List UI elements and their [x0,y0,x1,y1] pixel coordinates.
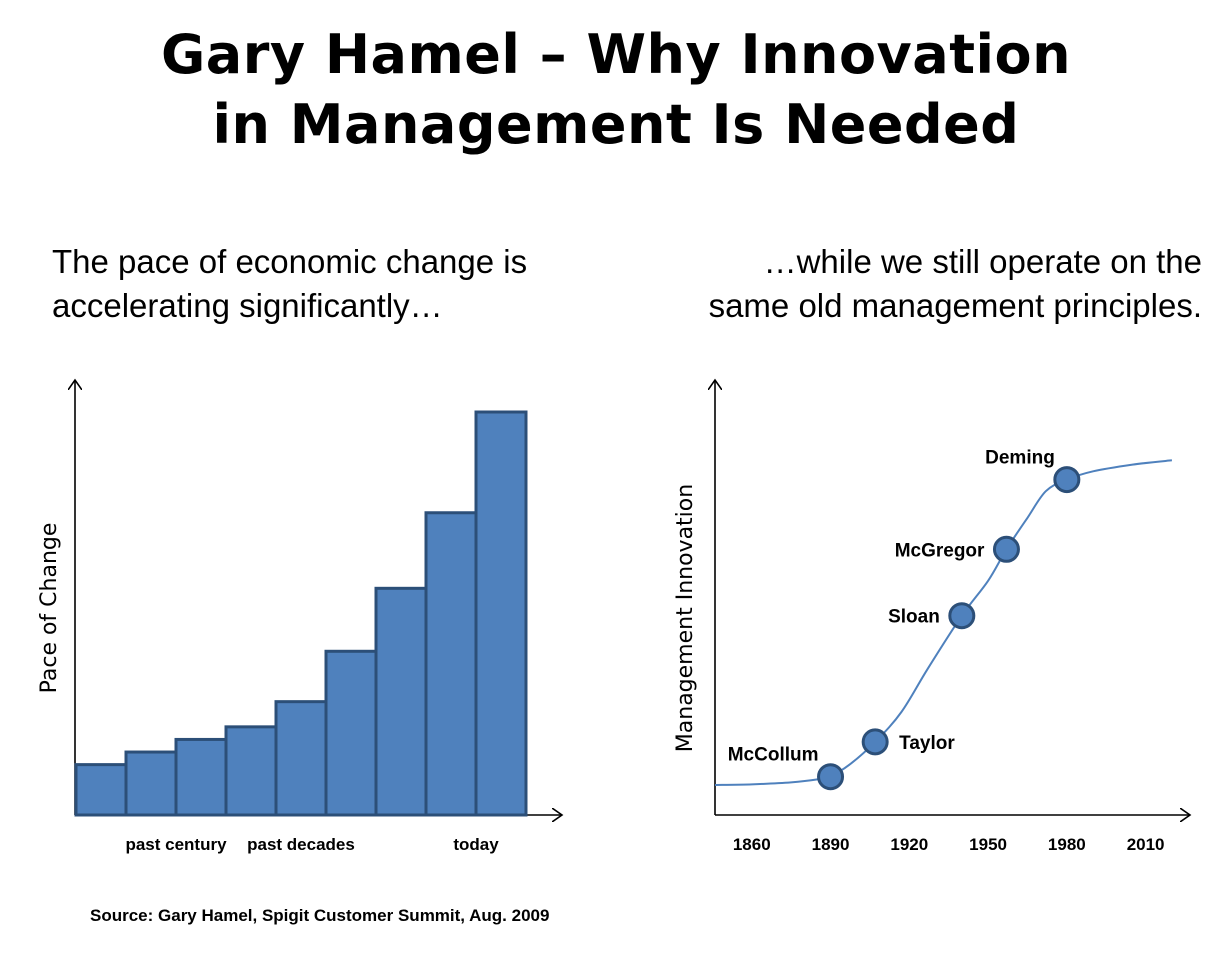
milestone-marker [817,763,845,791]
milestone-label: McCollum [728,745,819,766]
bar [474,410,528,817]
management-innovation-line-chart: 1860 1890 1920 1950 1980 2010 Management Innov… [673,380,1190,854]
right-caption-line-2: same old management principles. [708,287,1202,324]
milestone-label: Taylor [899,733,955,754]
line-chart-y-axis-title: Management Innovation [673,484,698,752]
bar [124,750,178,817]
bar-chart-x-tick-label: past decades [247,835,355,854]
line-chart-x-tick-label: 2010 [1127,835,1165,854]
line-chart-x-tick-label: 1860 [733,835,771,854]
bar-chart-x-tick-label: today [453,835,499,854]
line-chart-x-tick-label: 1950 [969,835,1007,854]
milestone-label: Deming [985,448,1055,469]
source-note: Source: Gary Hamel, Spigit Customer Summ… [90,906,550,925]
milestone-label: McGregor [895,540,985,561]
right-caption-line-1: …while we still operate on the [763,243,1202,280]
bar [424,511,478,817]
bar [274,700,328,817]
bar [174,737,228,817]
bar [74,763,128,817]
slide-title: Gary Hamel – Why Innovation in Managemen… [0,20,1232,160]
bar-chart-y-axis-title: Pace of Change [37,523,62,694]
bar [374,586,428,817]
line-chart-x-tick-label: 1890 [812,835,850,854]
milestone-marker [861,728,889,756]
line-chart-x-tick-label: 1920 [890,835,928,854]
milestone-marker [1053,466,1081,494]
left-caption: The pace of economic change is accelerat… [52,240,527,328]
slide-title-line-2: in Management Is Needed [212,93,1020,156]
bar [324,649,378,817]
slide-title-line-1: Gary Hamel – Why Innovation [160,23,1072,86]
pace-of-change-bar-chart: past century past decades today Pace of Cha… [37,380,562,854]
left-caption-line-1: The pace of economic change is [52,243,528,280]
right-caption: …while we still operate on the same old … [709,240,1202,328]
bar-chart-x-tick-label: past century [125,835,227,854]
milestone-label: Sloan [888,607,940,628]
milestone-marker [948,602,976,630]
bar [224,725,278,817]
milestone-marker [992,535,1020,563]
left-caption-line-2: accelerating significantly… [52,287,443,324]
line-chart-x-tick-label: 1980 [1048,835,1086,854]
